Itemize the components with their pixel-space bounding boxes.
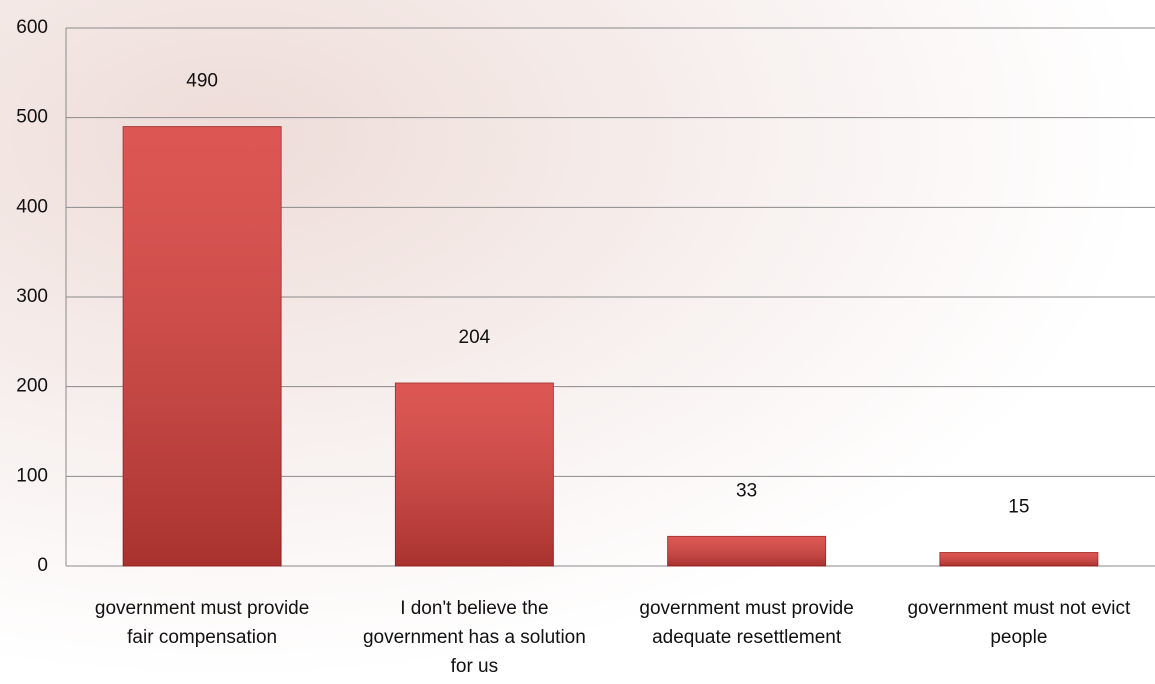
y-tick-label: 400 xyxy=(16,196,48,217)
bar-shade xyxy=(123,126,282,566)
y-tick-label: 300 xyxy=(16,286,48,307)
bar-shade xyxy=(667,536,826,566)
y-tick-label: 100 xyxy=(16,465,48,486)
y-tick-label: 200 xyxy=(16,376,48,397)
x-tick-label: government must provide adequate resettl… xyxy=(639,598,854,648)
value-label: 33 xyxy=(736,480,757,501)
y-tick-label: 500 xyxy=(16,107,48,128)
y-tick-label: 0 xyxy=(37,555,48,576)
y-tick-label: 600 xyxy=(16,17,48,38)
value-label: 204 xyxy=(459,327,491,348)
bar-shade xyxy=(939,552,1098,566)
x-tick-label: I don't believe the government has a sol… xyxy=(362,598,586,677)
value-label: 15 xyxy=(1008,497,1029,518)
bar-shade xyxy=(395,383,554,566)
x-tick-label: government must not evict people xyxy=(907,598,1131,648)
value-label: 490 xyxy=(186,71,218,92)
x-tick-label: government must provide fair compensatio… xyxy=(94,598,310,648)
